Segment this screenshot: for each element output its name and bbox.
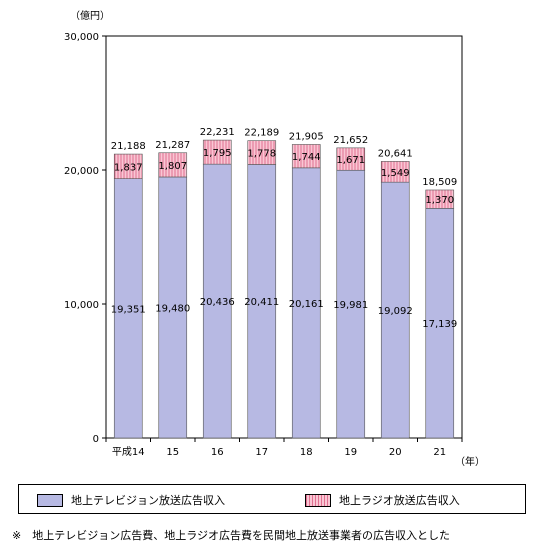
y-tick-label: 20,000: [64, 166, 99, 177]
data-label-total: 22,231: [200, 127, 235, 138]
data-label-total: 22,189: [244, 128, 279, 139]
x-axis: 平成14 15 16 17 18 19 20 21: [105, 438, 463, 458]
data-label-radio: 1,744: [292, 152, 321, 163]
legend-label-radio: 地上ラジオ放送広告収入: [339, 494, 460, 507]
data-label-tv: 19,480: [155, 303, 190, 314]
x-unit-label: （年）: [455, 455, 485, 468]
x-tick-label: 18: [300, 447, 313, 458]
legend-item-radio: 地上ラジオ放送広告収入: [305, 492, 460, 508]
data-label-tv: 19,981: [333, 300, 368, 311]
bar-radio: [247, 140, 277, 165]
footnote: ※ 地上テレビジョン広告費、地上ラジオ広告費を民間地上放送事業者の広告収入とした: [12, 529, 450, 542]
data-label-total: 21,287: [155, 140, 190, 151]
bar-tv: [202, 163, 232, 439]
x-tick-label: 19: [344, 447, 357, 458]
data-label-radio: 1,795: [203, 148, 232, 159]
legend-label-tv: 地上テレビジョン放送広告収入: [71, 494, 225, 507]
x-tick-label: 20: [389, 447, 402, 458]
data-label-tv: 17,139: [422, 319, 457, 330]
x-tick-label: 17: [255, 447, 268, 458]
data-label-radio: 1,671: [336, 155, 365, 166]
legend-swatch-radio: [305, 493, 331, 507]
x-tick-label: 15: [166, 447, 179, 458]
bar-radio: [380, 161, 410, 183]
bar-radio: [158, 152, 188, 178]
data-label-radio: 1,837: [114, 162, 143, 173]
y-axis: 0 10,000 20,000 30,000: [64, 32, 106, 445]
bar-tv: [291, 167, 321, 439]
bar-tv: [425, 208, 455, 439]
x-tick-label: 16: [211, 447, 224, 458]
data-label-radio: 1,549: [381, 168, 410, 179]
bars-group: [113, 139, 455, 439]
data-label-total: 21,905: [289, 131, 324, 142]
legend-item-tv: 地上テレビジョン放送広告収入: [37, 492, 225, 508]
data-label-total: 18,509: [422, 177, 457, 188]
bar-tv: [247, 164, 277, 439]
data-labels-group: 19,351 1,837 21,188 19,480 1,807 21,287 20,436…: [111, 127, 458, 330]
data-label-tv: 19,092: [378, 306, 413, 317]
y-tick-label: 0: [93, 434, 99, 445]
y-tick-label: 30,000: [64, 32, 99, 43]
data-label-total: 21,652: [333, 135, 368, 146]
data-label-total: 21,188: [111, 141, 146, 152]
bar-radio: [425, 189, 455, 209]
data-label-tv: 20,161: [289, 299, 324, 310]
bar-radio: [202, 139, 232, 165]
bar-tv: [113, 178, 143, 439]
x-tick-label: 平成14: [112, 446, 145, 458]
bar-tv: [380, 181, 410, 439]
data-label-tv: 20,411: [244, 297, 279, 308]
bar-radio: [113, 153, 143, 179]
data-label-radio: 1,778: [247, 149, 276, 160]
data-label-tv: 19,351: [111, 304, 146, 315]
bar-radio: [336, 147, 366, 171]
bar-tv: [336, 169, 366, 439]
bar-radio: [291, 144, 321, 169]
legend: 地上テレビジョン放送広告収入 地上ラジオ放送広告収入: [18, 484, 526, 514]
data-label-radio: 1,370: [425, 195, 454, 206]
x-tick-label: 21: [433, 447, 446, 458]
y-unit-label: （億円）: [70, 9, 110, 22]
stacked-bar-chart: （億円） （年） 0 10,000 20,000 30,000 平成14 15 16 17 1…: [64, 9, 485, 468]
bar-tv: [158, 176, 188, 439]
data-label-total: 20,641: [378, 148, 413, 159]
data-label-radio: 1,807: [158, 161, 187, 172]
legend-swatch-tv: [37, 493, 63, 507]
y-tick-label: 10,000: [64, 300, 99, 311]
data-label-tv: 20,436: [200, 297, 235, 308]
